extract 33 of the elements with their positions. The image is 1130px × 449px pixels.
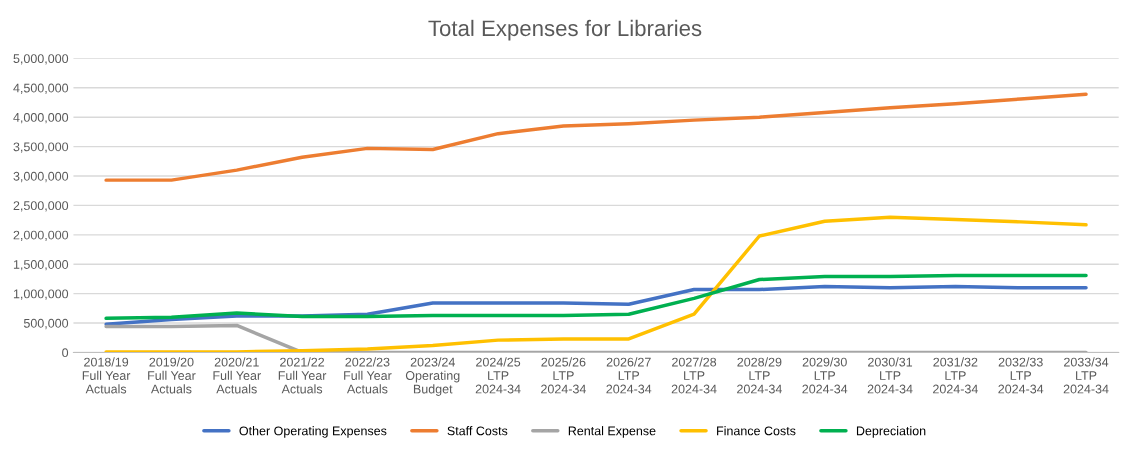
x-tick-label: 2020/21 Full Year Actuals xyxy=(213,357,261,394)
y-tick-label: 4,500,000 xyxy=(13,83,69,94)
x-tick-label: 2021/22 Full Year Actuals xyxy=(278,357,327,394)
y-tick-label: 1,000,000 xyxy=(13,289,69,300)
y-tick-label: 500,000 xyxy=(23,318,69,330)
y-tick-label: 4,000,000 xyxy=(13,112,69,124)
x-tick-label: 2028/29 LTP 2024-34 xyxy=(737,357,782,394)
y-tick-label: 0 xyxy=(62,348,69,358)
legend-label: Finance Costs xyxy=(717,426,796,436)
x-tick-label: 2019/20 Full Year Actuals xyxy=(148,357,196,394)
x-tick-label: 2031/32 LTP 2024-34 xyxy=(933,357,978,394)
x-tick-label: 2032/33 LTP 2024-34 xyxy=(998,357,1044,394)
y-tick-label: 3,000,000 xyxy=(13,171,69,183)
y-tick-label: 5,000,000 xyxy=(13,54,69,65)
x-tick-label: 2033/34 LTP 2024-34 xyxy=(1063,357,1109,394)
x-tick-label: 2025/26 LTP 2024-34 xyxy=(541,357,586,394)
x-tick-label: 2027/28 LTP 2024-34 xyxy=(671,357,717,394)
x-tick-label: 2029/30 LTP 2024-34 xyxy=(802,357,848,394)
chart-title: Total Expenses for Libraries xyxy=(428,19,702,41)
legend-label: Depreciation xyxy=(856,426,926,438)
y-tick-label: 3,500,000 xyxy=(13,142,69,153)
x-tick-label: 2026/27 LTP 2024-34 xyxy=(606,357,652,394)
x-tick-label: 2030/31 LTP 2024-34 xyxy=(867,357,913,394)
x-tick-label: 2024/25 LTP 2024-34 xyxy=(475,357,521,394)
legend-label: Staff Costs xyxy=(447,426,508,436)
y-tick-label: 2,500,000 xyxy=(13,201,69,212)
legend-label: Other Operating Expenses xyxy=(239,426,387,438)
x-tick-label: 2022/23 Full Year Actuals xyxy=(344,357,392,394)
x-tick-label: 2023/24 Operating Budget xyxy=(405,357,460,396)
y-tick-label: 1,500,000 xyxy=(13,260,69,271)
legend-label: Rental Expense xyxy=(568,426,656,438)
y-tick-label: 2,000,000 xyxy=(13,230,69,241)
x-tick-label: 2018/19 Full Year Actuals xyxy=(82,357,131,394)
